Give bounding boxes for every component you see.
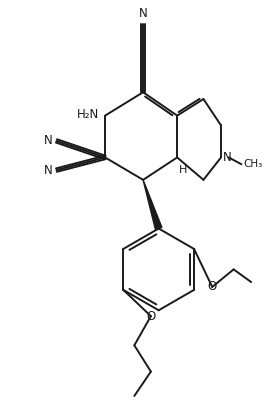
Polygon shape bbox=[143, 180, 162, 230]
Text: N: N bbox=[44, 164, 52, 177]
Text: H₂N: H₂N bbox=[77, 108, 99, 121]
Text: N: N bbox=[44, 134, 52, 148]
Text: CH₃: CH₃ bbox=[243, 159, 263, 169]
Text: N: N bbox=[139, 7, 147, 20]
Text: O: O bbox=[146, 309, 156, 323]
Text: N: N bbox=[223, 151, 232, 164]
Text: O: O bbox=[207, 280, 217, 293]
Text: H: H bbox=[179, 165, 188, 175]
